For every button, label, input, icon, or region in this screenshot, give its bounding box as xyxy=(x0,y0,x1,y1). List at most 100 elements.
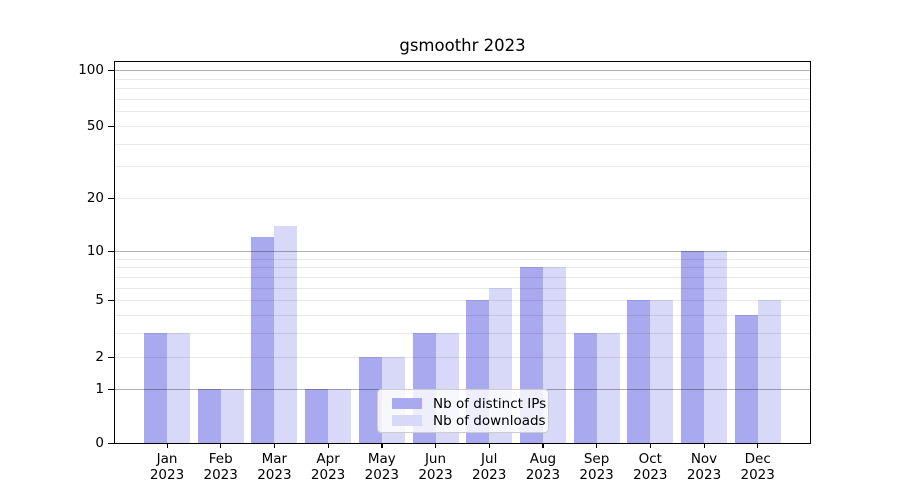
x-label-year: 2023 xyxy=(472,467,507,483)
x-tick-oct xyxy=(649,443,652,448)
bar-nov-ips xyxy=(681,251,704,443)
legend-entry-downloads: Nb of downloads xyxy=(392,412,548,429)
grid-minor-90 xyxy=(115,78,810,80)
grid-minor-9 xyxy=(115,258,810,260)
x-tick-jun xyxy=(435,443,437,448)
x-label-year: 2023 xyxy=(686,467,722,483)
x-label-year: 2023 xyxy=(633,467,668,483)
bar-jan-downloads xyxy=(167,333,190,443)
bar-may-ips xyxy=(358,357,382,443)
grid-minor-7 xyxy=(115,276,810,278)
x-tick-may xyxy=(381,443,383,448)
x-label-month: Jul xyxy=(481,451,498,467)
x-tick-label-sep: Sep 2023 xyxy=(565,451,629,483)
x-label-year: 2023 xyxy=(149,467,185,483)
grid-minor-30 xyxy=(115,166,810,168)
y-tick-label-1: 1 xyxy=(95,381,104,397)
grid-minor-2 xyxy=(115,357,810,358)
y-tick-10 xyxy=(108,250,115,252)
bar-apr-downloads xyxy=(328,389,352,443)
x-label-month: Aug xyxy=(529,451,557,467)
y-tick-label-5: 5 xyxy=(95,292,104,308)
grid-minor-20 xyxy=(115,198,810,199)
x-tick-jan xyxy=(166,443,168,448)
y-tick-label-2: 2 xyxy=(95,349,104,365)
x-tick-nov xyxy=(703,443,705,448)
x-label-month: Feb xyxy=(208,451,233,467)
grid-minor-6 xyxy=(115,287,810,289)
legend-swatch-downloads xyxy=(392,415,422,426)
x-tick-mar xyxy=(273,443,276,448)
y-tick-2 xyxy=(108,356,115,358)
legend-swatch-distinct-ips xyxy=(392,398,422,409)
x-tick-apr xyxy=(327,443,329,448)
bar-sep-downloads xyxy=(596,333,620,443)
bar-feb-ips xyxy=(197,389,221,443)
x-label-month: Nov xyxy=(690,451,718,467)
bar-sep-ips xyxy=(573,333,597,443)
y-tick-label-10: 10 xyxy=(86,243,104,259)
grid-minor-80 xyxy=(115,88,810,90)
x-tick-label-dec: Dec 2023 xyxy=(726,451,790,483)
legend-entry-distinct-ips: Nb of distinct IPs xyxy=(392,395,548,412)
y-tick-20 xyxy=(108,197,115,199)
x-tick-label-may: May 2023 xyxy=(350,451,414,483)
y-tick-100 xyxy=(108,69,115,71)
gridlines-layer xyxy=(115,62,810,443)
x-label-month: Apr xyxy=(316,451,340,467)
x-label-month: Dec xyxy=(744,451,771,467)
x-label-month: Mar xyxy=(261,451,288,467)
plot-area: Nb of distinct IPs Nb of downloads xyxy=(114,61,811,444)
x-label-month: Oct xyxy=(638,451,662,467)
grid-minor-50 xyxy=(115,126,810,127)
x-tick-feb xyxy=(220,443,222,448)
x-label-year: 2023 xyxy=(740,467,775,483)
bar-mar-ips xyxy=(251,237,275,443)
bar-apr-ips xyxy=(305,389,329,443)
x-label-month: Jan xyxy=(156,451,178,467)
grid-major-100 xyxy=(115,70,810,71)
grid-minor-8 xyxy=(115,267,810,269)
y-tick-0 xyxy=(108,442,115,444)
grid-minor-3 xyxy=(115,333,810,335)
x-label-year: 2023 xyxy=(310,467,346,483)
x-label-month: Jun xyxy=(424,451,447,467)
x-tick-label-aug: Aug 2023 xyxy=(511,451,575,483)
x-label-year: 2023 xyxy=(364,467,399,483)
x-tick-jul xyxy=(488,443,490,448)
bar-dec-downloads xyxy=(757,300,781,443)
x-tick-sep xyxy=(596,443,598,448)
x-label-year: 2023 xyxy=(203,467,238,483)
bar-jan-ips xyxy=(144,333,167,443)
grid-minor-5 xyxy=(115,300,810,301)
x-tick-dec xyxy=(757,443,759,448)
y-tick-50 xyxy=(108,125,115,127)
bar-oct-downloads xyxy=(650,300,674,443)
y-tick-1 xyxy=(108,388,115,390)
bar-mar-downloads xyxy=(274,225,298,443)
bar-dec-ips xyxy=(734,315,758,443)
x-tick-label-jun: Jun 2023 xyxy=(404,451,468,483)
bar-oct-ips xyxy=(627,300,651,443)
legend-label-downloads: Nb of downloads xyxy=(433,412,546,429)
y-tick-label-100: 100 xyxy=(78,62,104,78)
grid-minor-70 xyxy=(115,98,810,100)
x-tick-aug xyxy=(542,443,544,448)
x-label-year: 2023 xyxy=(579,467,614,483)
x-tick-label-mar: Mar 2023 xyxy=(242,451,306,483)
grid-major-10 xyxy=(115,251,810,252)
x-label-year: 2023 xyxy=(257,467,292,483)
y-tick-label-0: 0 xyxy=(95,435,104,451)
chart-title: gsmoothr 2023 xyxy=(399,36,526,55)
y-tick-label-20: 20 xyxy=(86,190,104,206)
x-tick-label-oct: Oct 2023 xyxy=(618,451,682,483)
y-tick-label-50: 50 xyxy=(86,118,104,134)
x-label-year: 2023 xyxy=(525,467,561,483)
x-label-month: May xyxy=(367,451,396,467)
x-label-month: Sep xyxy=(583,451,610,467)
grid-minor-4 xyxy=(115,314,810,316)
x-tick-label-jan: Jan 2023 xyxy=(135,451,199,483)
grid-minor-60 xyxy=(115,111,810,113)
bar-feb-downloads xyxy=(220,389,244,443)
